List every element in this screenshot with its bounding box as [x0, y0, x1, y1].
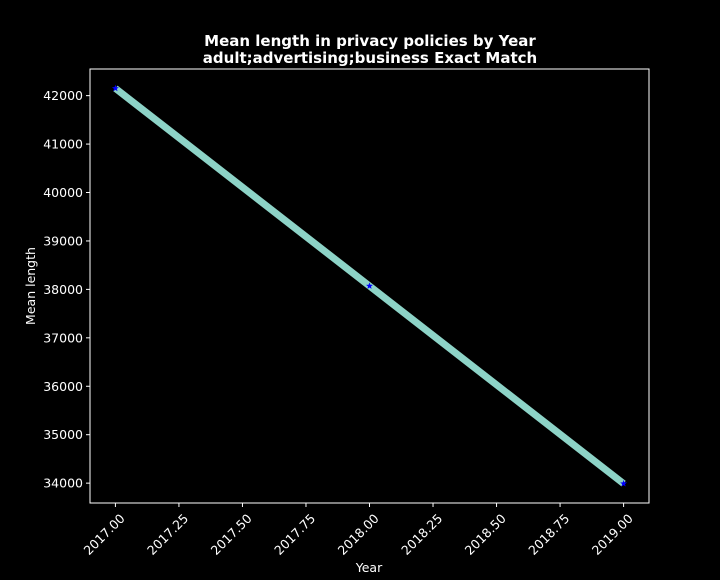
- y-tick-label: 35000: [43, 427, 83, 442]
- data-point-star: [366, 282, 373, 289]
- x-tick-label: 2018.25: [398, 511, 445, 558]
- series-layer: [111, 84, 628, 487]
- data-point-star: [620, 480, 628, 487]
- y-tick-label: 42000: [43, 88, 83, 103]
- x-axis: 2017.00 2017.25 2017.50 2017.75 2018.00 2018.…: [81, 503, 636, 558]
- y-tick-label: 39000: [43, 233, 83, 248]
- y-tick-label: 41000: [43, 137, 83, 152]
- x-tick-label: 2017.50: [208, 511, 255, 558]
- x-tick-label: 2019.00: [589, 511, 636, 558]
- data-point-star: [111, 84, 119, 92]
- x-tick-label: 2017.75: [271, 511, 318, 558]
- x-tick-label: 2018.00: [335, 511, 382, 558]
- x-axis-label: Year: [355, 560, 383, 575]
- y-axis-label: Mean length: [23, 247, 38, 325]
- x-tick-label: 2017.00: [81, 511, 128, 558]
- y-tick-label: 34000: [43, 476, 83, 491]
- y-tick-label: 40000: [43, 185, 83, 200]
- y-tick-label: 38000: [43, 282, 83, 297]
- chart-subtitle: adult;advertising;business Exact Match: [203, 49, 537, 67]
- x-tick-label: 2018.75: [525, 511, 572, 558]
- x-tick-label: 2018.50: [462, 511, 509, 558]
- x-tick-label: 2017.25: [144, 511, 191, 558]
- chart-title: Mean length in privacy policies by Year: [204, 32, 536, 50]
- y-tick-label: 36000: [43, 379, 83, 394]
- y-tick-label: 37000: [43, 330, 83, 345]
- y-axis: 34000 35000 36000 37000 38000 39000 40000 41000…: [43, 88, 90, 491]
